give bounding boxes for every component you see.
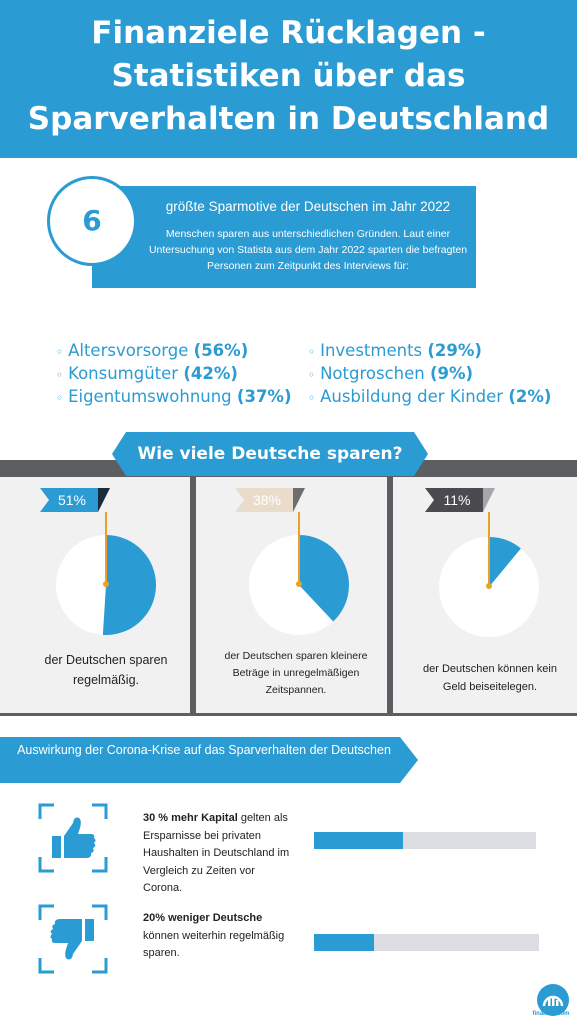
title-line-2: Statistiken über das (111, 58, 466, 94)
motive-percent: (9%) (429, 364, 474, 383)
flag-pole (298, 512, 300, 584)
sparmotive-description: Menschen sparen aus unterschiedlichen Gr… (148, 228, 468, 272)
motive-percent: (56%) (193, 341, 249, 360)
stat-rest: können weiterhin regelmäßig sparen. (143, 929, 285, 960)
flag-percent: 11% (443, 492, 471, 508)
progress-fill (314, 934, 374, 951)
flag-percent: 51% (57, 492, 87, 508)
stat-text-1: 30 % mehr Kapital gelten als Ersparnisse… (143, 810, 293, 898)
sparmotive-circle (47, 176, 137, 266)
pie-label-2: der Deutschen sparen kleinere Beträge in… (224, 650, 368, 696)
flag-tip (98, 488, 110, 512)
thumbs-down-icon (38, 904, 108, 974)
bullet-icon: ◦ (56, 345, 64, 359)
corona-banner (0, 737, 418, 783)
flag-ribbon (235, 488, 293, 512)
sparen-title: Wie viele Deutsche sparen? (137, 444, 403, 464)
sparmotive-list-right: ◦ Investments (29%) ◦ Notgroschen (9%) ◦ Au… (308, 340, 551, 409)
page-title: Finanziele Rücklagen - Statistiken über … (0, 12, 577, 141)
flag-pole-dot (103, 581, 109, 587)
flag-1: 51% (40, 488, 110, 512)
list-item: ◦ Ausbildung der Kinder (2%) (308, 386, 551, 409)
list-item: ◦ Notgroschen (9%) (308, 363, 551, 386)
list-item: ◦ Eigentumswohnung (37%) (56, 386, 292, 409)
pie-slice (299, 535, 350, 622)
list-item: ◦ Altersvorsorge (56%) (56, 340, 292, 363)
motive-percent: (37%) (236, 387, 292, 406)
pie-label-3: der Deutschen können kein Geld beiseitel… (423, 663, 557, 693)
flag-pole (488, 512, 490, 586)
header-banner (0, 0, 577, 158)
flag-ribbon (425, 488, 483, 512)
progress-fill (314, 832, 403, 849)
motive-percent: (29%) (427, 341, 482, 360)
stat-rest: gelten als Ersparnisse bei privaten Haus… (143, 812, 290, 894)
flag-ribbon (40, 488, 98, 512)
sparmotive-box (92, 186, 476, 288)
stat-bold: 20% weniger Deutsche (143, 912, 263, 924)
bullet-icon: ◦ (308, 345, 316, 359)
flag-2: 38% (235, 488, 305, 512)
flag-pole-dot (486, 583, 492, 589)
bullet-icon: ◦ (56, 368, 64, 382)
thumbs-up-icon (38, 803, 108, 873)
sparen-banner (112, 432, 428, 476)
flag-pole (105, 512, 107, 584)
motive-percent: (42%) (183, 364, 238, 383)
motive-label: Ausbildung der Kinder (320, 387, 504, 406)
bullet-icon: ◦ (308, 368, 316, 382)
stat-bold: 30 % mehr Kapital (143, 812, 238, 824)
flag-pole-dot (296, 581, 302, 587)
pie-slice (102, 535, 157, 635)
flag-tip (483, 488, 495, 512)
motive-label: Eigentumswohnung (68, 387, 232, 406)
sparmotive-title: größte Sparmotive der Deutschen im Jahr … (165, 199, 451, 214)
bullet-icon: ◦ (308, 391, 316, 405)
corona-title: Auswirkung der Corona-Krise auf das Spar… (17, 743, 391, 757)
sparmotive-number: 6 (82, 204, 102, 237)
title-line-1: Finanziele Rücklagen - (91, 15, 486, 51)
stat-text-2: 20% weniger Deutsche können weiterhin re… (143, 910, 293, 963)
progress-bar-1 (314, 832, 536, 849)
flag-percent: 38% (252, 492, 282, 508)
financer-logo-icon (537, 984, 569, 1016)
motive-percent: (2%) (508, 387, 552, 406)
motive-label: Investments (320, 341, 423, 360)
bullet-icon: ◦ (56, 391, 64, 405)
list-item: ◦ Investments (29%) (308, 340, 551, 363)
logo-text: financer.com (532, 1011, 570, 1017)
flag-tip (293, 488, 305, 512)
motive-label: Konsumgüter (68, 364, 179, 383)
motive-label: Notgroschen (320, 364, 425, 383)
progress-bar-2 (314, 934, 539, 951)
pie-label-1: der Deutschen sparen regelmäßig. (44, 653, 168, 687)
pie-slice (489, 537, 521, 587)
flag-3: 11% (425, 488, 495, 512)
motive-label: Altersvorsorge (68, 341, 189, 360)
list-item: ◦ Konsumgüter (42%) (56, 363, 292, 386)
title-line-3: Sparverhalten in Deutschland (27, 101, 550, 137)
sparmotive-list-left: ◦ Altersvorsorge (56%) ◦ Konsumgüter (42%)… (56, 340, 292, 409)
